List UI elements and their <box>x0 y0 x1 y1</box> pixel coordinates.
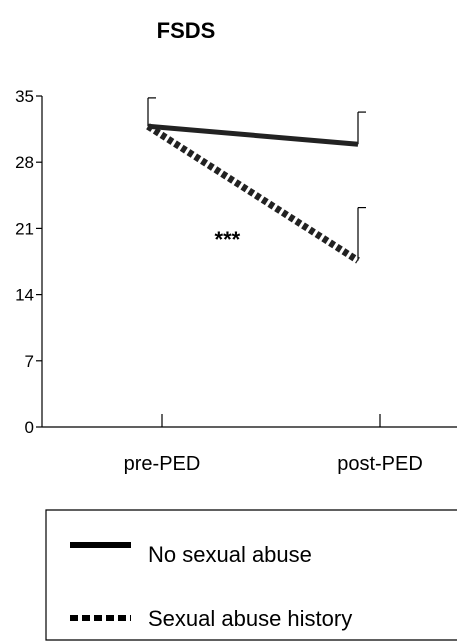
x-tick-label: pre-PED <box>124 453 201 475</box>
legend-label-no-sexual-abuse: No sexual abuse <box>148 542 312 567</box>
x-axis-ticks: pre-PED post-PED <box>124 414 423 475</box>
y-tick-label: 21 <box>15 219 34 238</box>
significance-annotation: *** <box>215 227 241 252</box>
y-tick-label: 14 <box>15 286 34 305</box>
legend-border <box>45 509 457 641</box>
y-axis-ticks: 0 7 14 21 28 35 <box>15 87 42 437</box>
legend: No sexual abuse Sexual abuse history <box>45 509 457 641</box>
y-tick-label: 28 <box>15 153 34 172</box>
series-lines <box>146 123 360 264</box>
y-tick-label: 7 <box>25 352 34 371</box>
y-tick-label: 35 <box>15 87 34 106</box>
x-tick-label: post-PED <box>337 453 423 475</box>
annotations: *** <box>215 227 241 252</box>
error-bars <box>147 97 366 261</box>
chart-title: FSDS <box>157 18 216 43</box>
series-line-sexual-abuse-history <box>146 123 360 264</box>
series-line-no-sexual-abuse <box>147 123 359 147</box>
axes <box>41 96 457 428</box>
y-tick-label: 0 <box>25 418 34 437</box>
legend-label-sexual-abuse-history: Sexual abuse history <box>148 606 352 631</box>
